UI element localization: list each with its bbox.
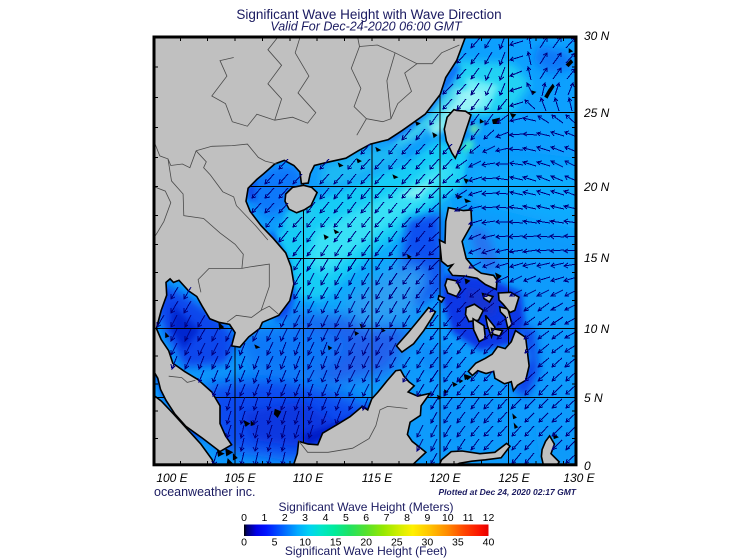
svg-text:8: 8: [404, 512, 410, 524]
svg-text:Significant Wave Height (Feet): Significant Wave Height (Feet): [285, 544, 447, 558]
svg-text:4: 4: [323, 512, 329, 524]
svg-text:125 E: 125 E: [498, 471, 530, 485]
svg-text:30: 30: [422, 537, 434, 549]
svg-text:Significant Wave Height with W: Significant Wave Height with Wave Direct…: [236, 7, 501, 22]
svg-text:10 N: 10 N: [584, 322, 610, 336]
svg-text:15: 15: [330, 537, 342, 549]
svg-text:25 N: 25 N: [583, 106, 610, 120]
svg-text:Significant Wave Height (Meter: Significant Wave Height (Meters): [279, 500, 454, 514]
svg-text:5: 5: [343, 512, 349, 524]
svg-text:115 E: 115 E: [362, 471, 393, 485]
svg-text:130 E: 130 E: [563, 471, 595, 485]
svg-text:12: 12: [483, 512, 495, 524]
svg-text:oceanweather inc.: oceanweather inc.: [154, 485, 255, 499]
svg-text:25: 25: [391, 537, 403, 549]
svg-text:1: 1: [261, 512, 267, 524]
svg-text:9: 9: [424, 512, 430, 524]
svg-text:3: 3: [302, 512, 308, 524]
svg-text:110 E: 110 E: [293, 471, 324, 485]
svg-text:100 E: 100 E: [156, 471, 188, 485]
svg-text:11: 11: [463, 512, 474, 524]
svg-text:20: 20: [360, 537, 372, 549]
svg-text:0: 0: [584, 459, 591, 473]
svg-text:15 N: 15 N: [584, 251, 610, 265]
svg-text:Plotted at Dec 24, 2020 02:17: Plotted at Dec 24, 2020 02:17 GMT: [439, 487, 577, 497]
svg-text:120 E: 120 E: [429, 471, 461, 485]
svg-text:7: 7: [384, 512, 390, 524]
svg-text:30 N: 30 N: [584, 29, 610, 43]
svg-text:10: 10: [299, 537, 311, 549]
svg-text:Valid For Dec-24-2020 06:00 GM: Valid For Dec-24-2020 06:00 GMT: [270, 20, 463, 34]
svg-text:35: 35: [452, 537, 464, 549]
svg-text:2: 2: [282, 512, 288, 524]
svg-text:40: 40: [483, 537, 495, 549]
svg-text:0: 0: [241, 537, 247, 549]
svg-text:0: 0: [241, 512, 247, 524]
svg-text:20 N: 20 N: [583, 180, 610, 194]
svg-text:105 E: 105 E: [224, 471, 256, 485]
svg-text:6: 6: [363, 512, 369, 524]
svg-text:10: 10: [442, 512, 454, 524]
svg-text:5: 5: [272, 537, 278, 549]
svg-text:5 N: 5 N: [584, 391, 603, 405]
